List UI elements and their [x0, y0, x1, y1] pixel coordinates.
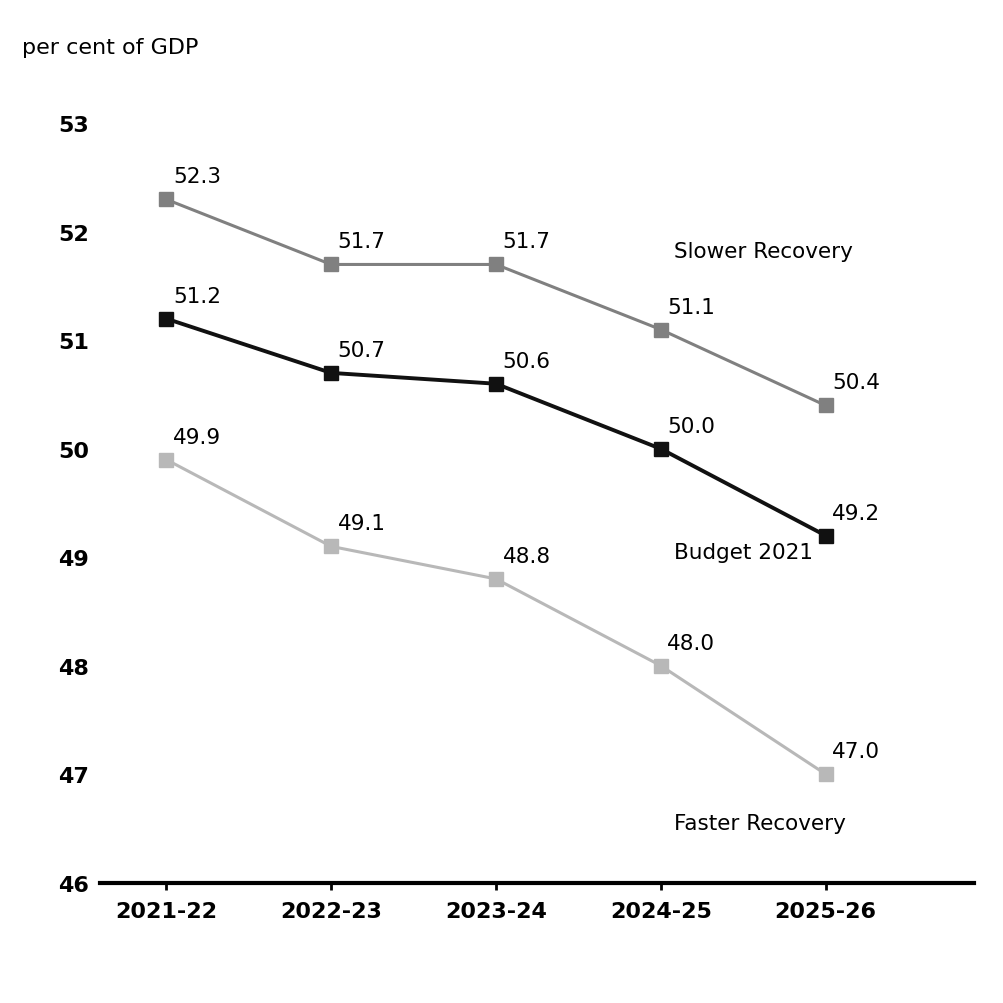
Text: 47.0: 47.0	[831, 741, 880, 761]
Text: 51.7: 51.7	[503, 233, 550, 252]
Text: 48.8: 48.8	[503, 547, 550, 567]
Text: 51.2: 51.2	[173, 287, 221, 306]
Text: 48.0: 48.0	[667, 633, 714, 653]
Text: 50.4: 50.4	[831, 373, 880, 393]
Text: 49.2: 49.2	[831, 504, 880, 523]
Text: 51.1: 51.1	[667, 297, 714, 317]
Text: 51.7: 51.7	[337, 233, 385, 252]
Text: 50.0: 50.0	[667, 416, 714, 436]
Text: per cent of GDP: per cent of GDP	[22, 38, 198, 58]
Text: Faster Recovery: Faster Recovery	[673, 813, 845, 833]
Text: 50.6: 50.6	[503, 351, 550, 371]
Text: Slower Recovery: Slower Recovery	[673, 242, 852, 262]
Text: 49.1: 49.1	[337, 514, 385, 534]
Text: Budget 2021: Budget 2021	[673, 543, 812, 563]
Text: 49.9: 49.9	[173, 427, 221, 447]
Text: 52.3: 52.3	[173, 168, 221, 188]
Text: 50.7: 50.7	[337, 341, 385, 360]
